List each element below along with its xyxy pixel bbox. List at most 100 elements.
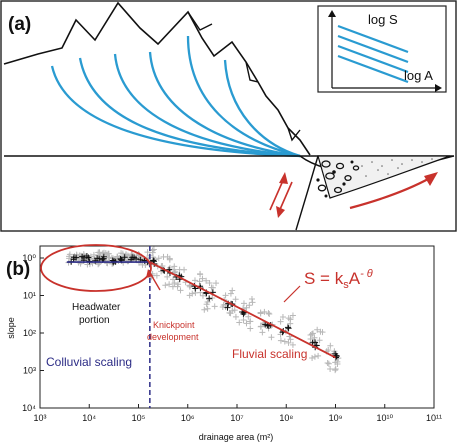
- scatter-point-gray: [247, 325, 254, 332]
- colluvial-scaling-label: Colluvial scaling: [46, 355, 132, 369]
- scatter-point-gray: [162, 282, 169, 289]
- equation: S = ksA- θ: [304, 268, 373, 291]
- inset-x-label: log A: [404, 68, 433, 83]
- x-tick-label: 10⁹: [329, 413, 343, 423]
- scatter-point-gray: [164, 273, 171, 280]
- y-tick-label: 10³: [23, 366, 36, 376]
- scatter-point-gray: [227, 290, 234, 297]
- fault-line: [295, 155, 319, 231]
- ridge-spike: [245, 61, 259, 83]
- scatter-point-black: [133, 255, 140, 262]
- scatter-point-gray: [285, 339, 292, 346]
- scatter-point-gray: [289, 341, 296, 348]
- scatter-point-gray: [196, 278, 203, 285]
- scatter-point-gray: [186, 283, 193, 290]
- x-tick-label: 10¹⁰: [376, 413, 393, 423]
- fluvial-scaling-label: Fluvial scaling: [232, 347, 307, 361]
- y-tick-label: 10¹: [23, 291, 36, 301]
- ridge-spike: [187, 11, 213, 31]
- x-tick-label: 10⁷: [230, 413, 243, 423]
- sediment-stipple: [361, 158, 433, 177]
- scatter-point-gray: [227, 310, 234, 317]
- scatter-point-black: [206, 295, 213, 302]
- scatter-point-gray: [243, 320, 250, 327]
- y-tick-label: 10⁰: [22, 253, 36, 263]
- inset-box: [317, 5, 447, 93]
- headwater-label-1: Headwater: [72, 302, 121, 313]
- scatter-point-black: [121, 254, 128, 261]
- channel-profile: [186, 35, 301, 158]
- scatter-point-gray: [261, 308, 268, 315]
- scatter-point-gray: [191, 277, 198, 284]
- panel-a-schematic: log S log A: [0, 0, 457, 232]
- x-tick-label: 10⁵: [132, 413, 146, 423]
- inset-x-arrow: [435, 84, 442, 92]
- scatter-point-gray: [324, 360, 331, 367]
- scatter-point-gray: [236, 319, 243, 326]
- scatter-point-gray: [66, 255, 73, 262]
- scatter-point-gray: [201, 306, 208, 313]
- scatter-point-gray: [232, 313, 239, 320]
- ridge-spike: [287, 127, 301, 142]
- scatter-point-gray: [142, 262, 149, 269]
- scatter-point-gray: [114, 253, 121, 260]
- scatter-point-gray: [309, 355, 316, 362]
- headwater-ellipse: [40, 244, 152, 292]
- scatter-point-gray: [325, 347, 332, 354]
- scatter-point-gray: [199, 275, 206, 282]
- scatter-point-gray: [96, 249, 103, 256]
- panel-b-label: (b): [6, 259, 31, 280]
- scatter-point-gray: [316, 337, 323, 344]
- x-axis-label: drainage area (m²): [199, 432, 274, 442]
- scatter-point-gray: [144, 249, 151, 256]
- sediment-wedge: [317, 155, 451, 199]
- scatter-point-black: [224, 304, 231, 311]
- scatter-point-gray: [249, 299, 256, 306]
- scatter-point-gray: [245, 313, 252, 320]
- scatter-point-gray: [311, 353, 318, 360]
- scatter-point-gray: [257, 309, 264, 316]
- channel-profile: [50, 65, 301, 158]
- scatter-point-gray: [332, 359, 339, 366]
- channel-profile: [113, 53, 301, 158]
- scatter-point-gray: [231, 307, 238, 314]
- scatter-point-gray: [240, 300, 247, 307]
- scatter-point-gray: [279, 314, 286, 321]
- scatter-point-gray: [266, 310, 273, 317]
- scatter-point-gray: [206, 280, 213, 287]
- scatter-point-gray: [259, 329, 266, 336]
- scatter-point-black: [240, 310, 247, 317]
- scatter-point-gray: [325, 360, 332, 367]
- knickpoint-label-2: development: [147, 332, 199, 342]
- scatter-point-gray: [197, 271, 204, 278]
- scatter-point-gray: [160, 253, 167, 260]
- scatter-point-gray: [310, 338, 317, 345]
- scatter-point-gray: [281, 338, 288, 345]
- channel-profile: [148, 51, 301, 158]
- scatter-point-gray: [213, 280, 220, 287]
- basin-arrow-head: [424, 172, 438, 186]
- scatter-point-gray: [186, 292, 193, 299]
- scatter-point-gray: [289, 312, 296, 319]
- scatter-point-black: [333, 352, 340, 359]
- scatter-point-gray: [66, 251, 73, 258]
- basin-arrow: [349, 177, 431, 210]
- panel-a-frame: [0, 0, 457, 232]
- scatter-point-gray: [155, 255, 162, 262]
- scatter-point-gray: [317, 328, 324, 335]
- scatter-point-gray: [248, 295, 255, 302]
- scatter-point-gray: [181, 266, 188, 273]
- scatter-point-gray: [247, 318, 254, 325]
- scatter-point-gray: [277, 337, 284, 344]
- scatter-point-black: [79, 253, 86, 260]
- scatter-point-gray: [327, 366, 334, 373]
- scatter-point-gray: [124, 252, 131, 259]
- scatter-point-gray: [287, 336, 294, 343]
- scatter-point-gray: [204, 305, 211, 312]
- y-tick-label: 10²: [23, 328, 36, 338]
- plot-area: [39, 245, 435, 409]
- fault-arrow-down-head: [276, 206, 285, 218]
- scatter-point-gray: [118, 250, 125, 257]
- y-axis-label: slope: [6, 317, 16, 339]
- mountain-profile: [3, 1, 311, 156]
